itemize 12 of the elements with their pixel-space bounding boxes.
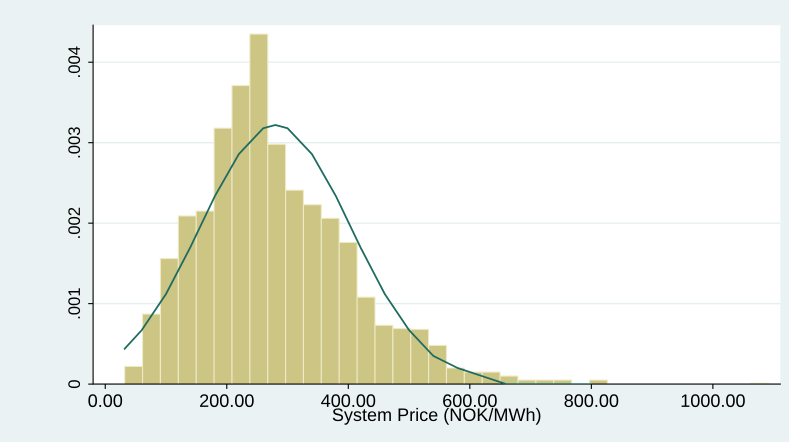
y-tick-label: .004 (68, 46, 80, 77)
x-axis-title: System Price (NOK/MWh) (332, 408, 540, 425)
x-tick-label: 800.00 (564, 394, 618, 408)
y-tick-label: 0 (68, 380, 80, 388)
y-tick-label: .001 (68, 288, 80, 318)
y-tick-label: .003 (68, 127, 80, 158)
x-tick-label: 600.00 (443, 394, 497, 408)
x-tick-label: 400.00 (321, 394, 376, 408)
y-tick-label: .002 (68, 208, 80, 238)
x-tick-label: 1000.00 (682, 394, 745, 408)
x-tick-label: 200.00 (200, 394, 254, 408)
x-tick-label: 0.00 (88, 394, 122, 408)
